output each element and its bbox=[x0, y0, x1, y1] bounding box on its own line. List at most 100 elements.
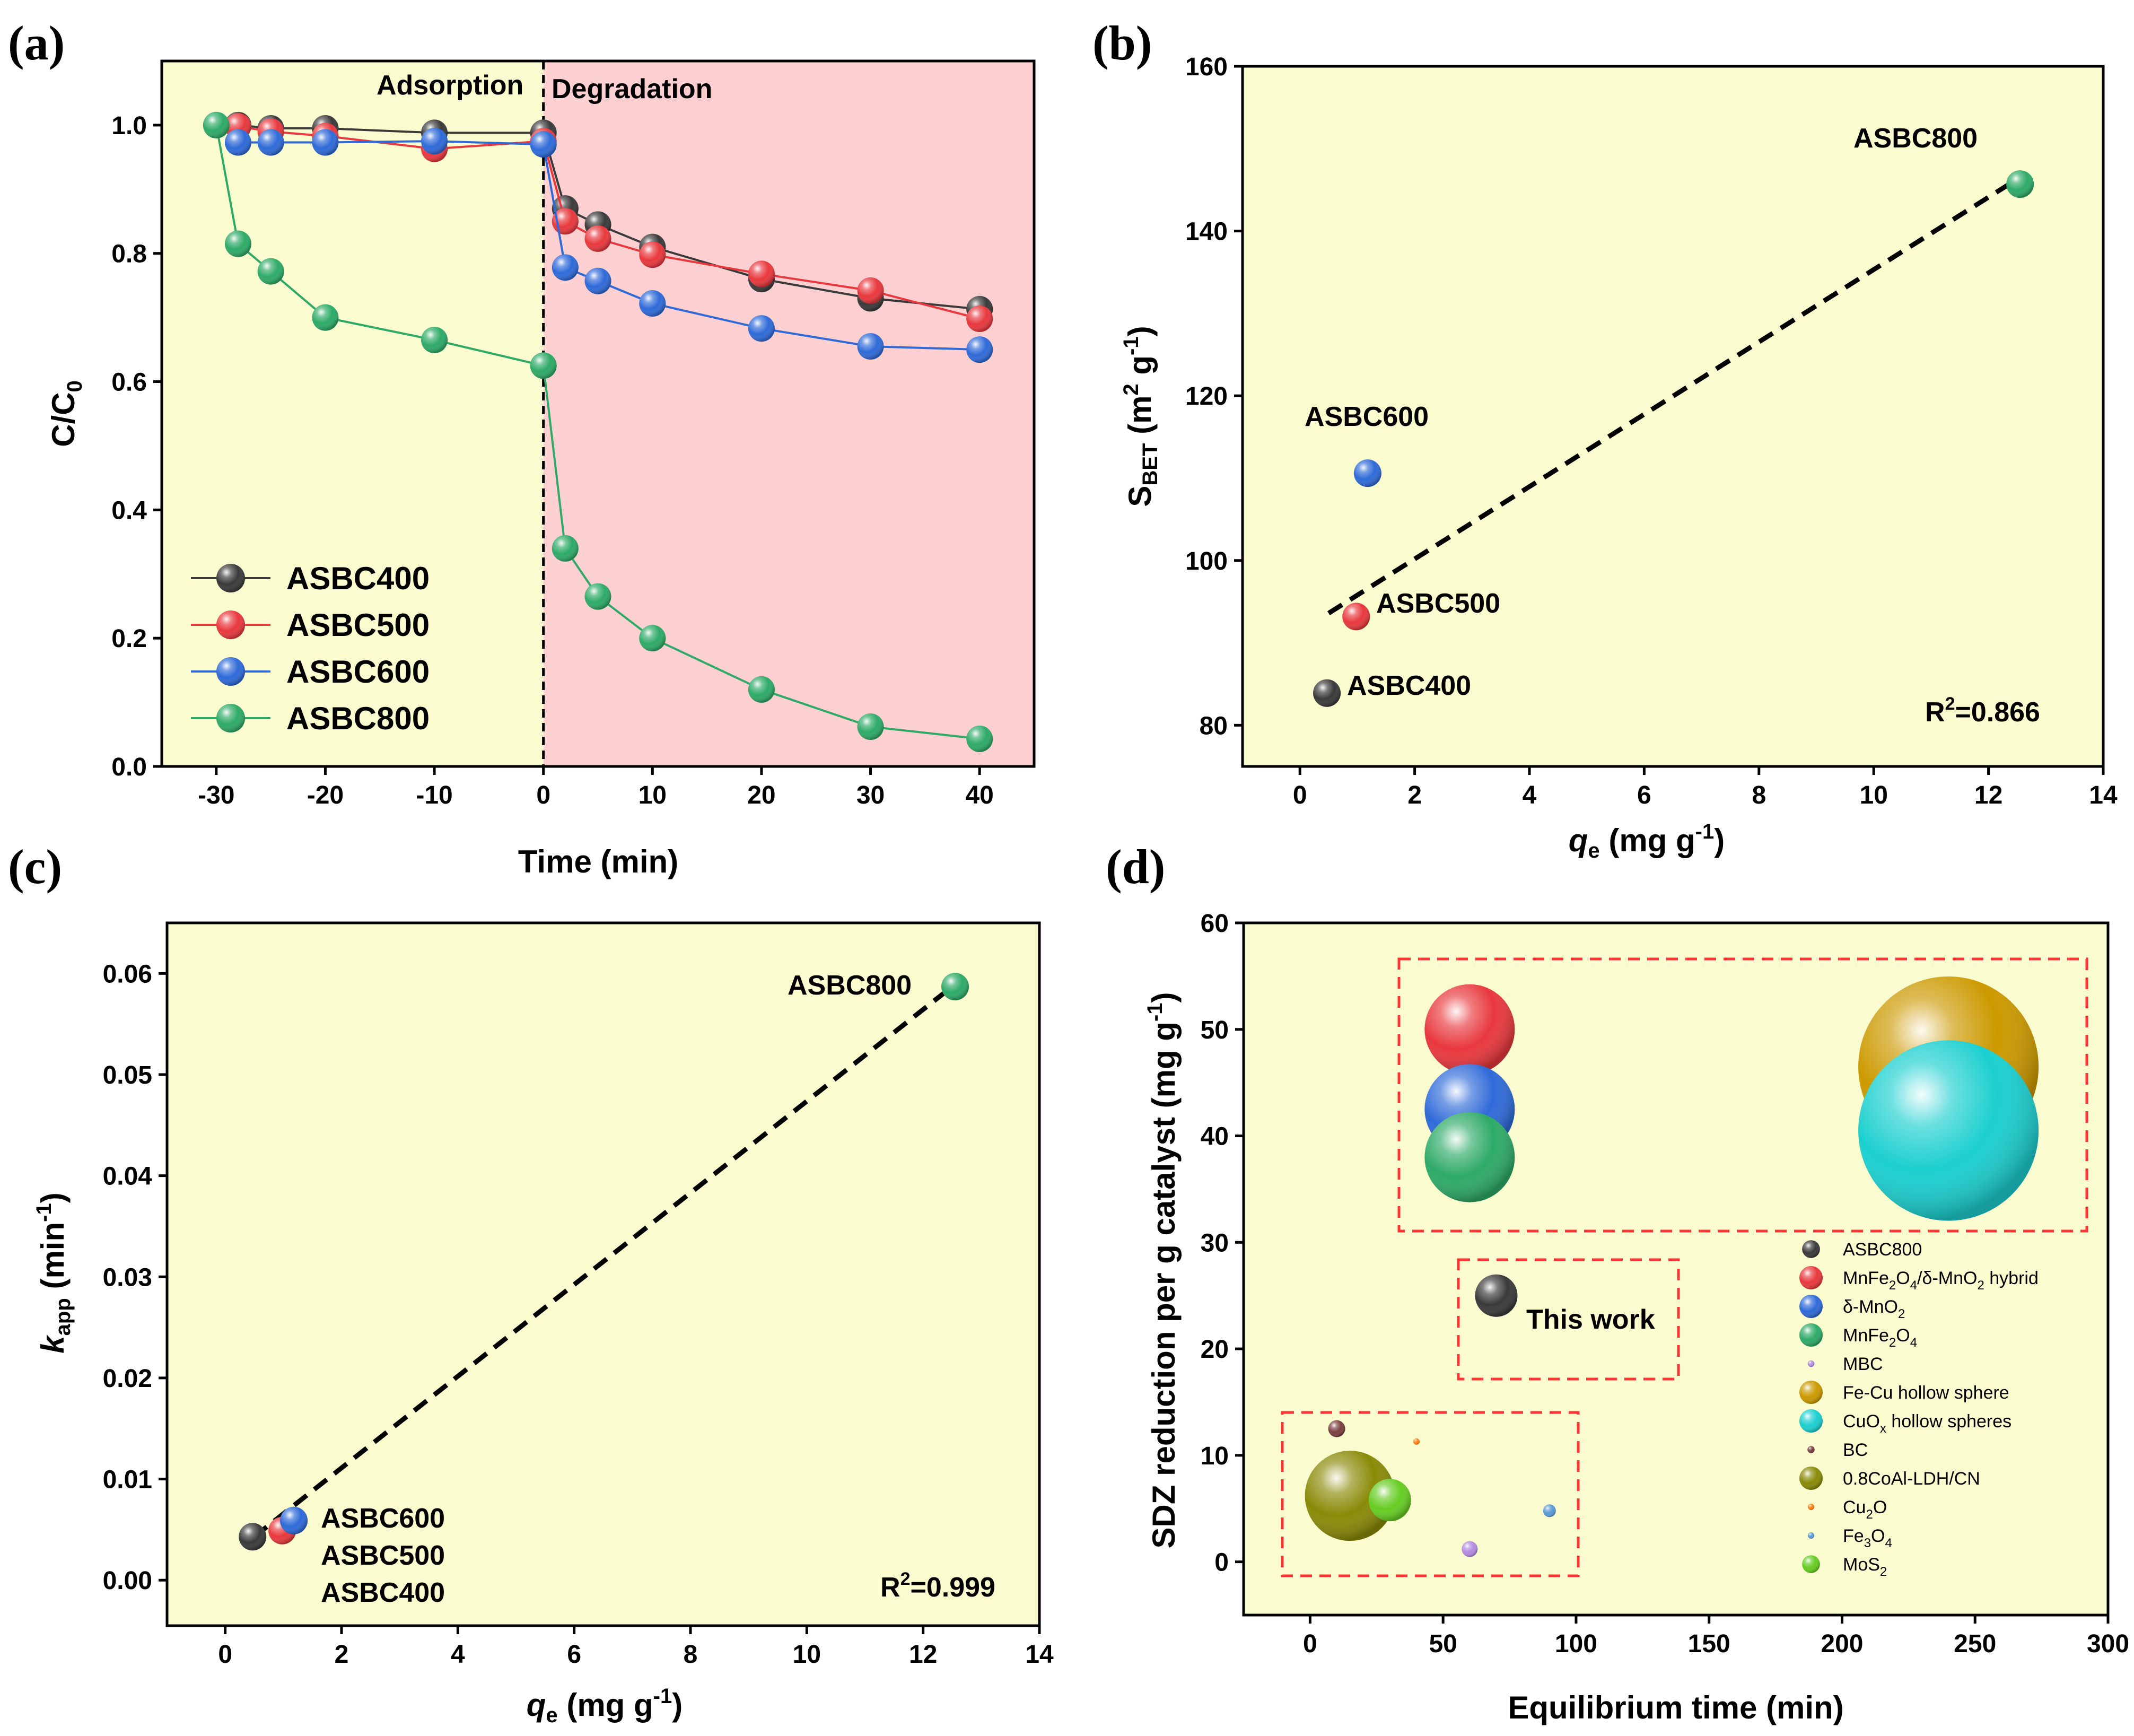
legend-a-asbc600-marker bbox=[216, 657, 245, 686]
legend-d-cu2o-label-part-2: O bbox=[1873, 1497, 1887, 1517]
x-label-b-unit: (mg g bbox=[1600, 823, 1695, 858]
series-asbc600-point-5 bbox=[552, 254, 579, 281]
series-asbc600-point-6 bbox=[584, 267, 611, 294]
series-asbc600-point-3-shine bbox=[421, 128, 448, 155]
r2-label-b: R2=0.866 bbox=[1925, 694, 2040, 728]
a-xtick-label-7: 40 bbox=[965, 781, 993, 809]
d-xtick-label-2: 100 bbox=[1555, 1630, 1597, 1658]
ticks-c: 0 2 4 6 8 10 12 14 0.00 0.01 0.02 0.03 0.04 0.05 0.06 bbox=[103, 960, 1054, 1669]
point-b-asbc800 bbox=[2006, 170, 2034, 198]
y-label-b-sup1: 2 bbox=[1120, 383, 1143, 395]
fit-line-c bbox=[252, 984, 954, 1539]
point-b-asbc500 bbox=[1342, 603, 1370, 631]
x-label-c-close: ) bbox=[672, 1687, 683, 1723]
series-asbc800-point-10 bbox=[857, 713, 884, 740]
legend-d-fe-cu-hollow-sphere-label-part-0: Fe-Cu hollow sphere bbox=[1843, 1383, 2009, 1403]
bubble-mbc bbox=[1462, 1541, 1478, 1557]
y-label-c-sup: -1 bbox=[32, 1203, 56, 1222]
legend-d-mnfe2o4-label-part-3: 4 bbox=[1910, 1336, 1917, 1350]
series-asbc600-point-5-shine bbox=[552, 254, 579, 281]
series-asbc800-point-5 bbox=[530, 352, 557, 379]
a-ytick-label-0: 0.0 bbox=[111, 753, 147, 781]
legend-d-mno2-label-part-0: δ-MnO bbox=[1843, 1297, 1898, 1317]
legend-d-cu2o-label-part-1: 2 bbox=[1866, 1507, 1873, 1522]
y-label-c-var: k bbox=[35, 1334, 71, 1354]
bubble-0-8coal-ldh-cn bbox=[1305, 1451, 1395, 1541]
legend-d-mos2-label-part-1: 2 bbox=[1880, 1565, 1887, 1579]
legend-d-cuox-hollow-spheres-label: CuOx hollow spheres bbox=[1843, 1411, 2011, 1436]
y-label-b-unit: (m bbox=[1122, 396, 1158, 443]
y-axis-label-a-main: C/C bbox=[46, 392, 81, 447]
legend-d-mbc-label: MBC bbox=[1843, 1354, 1883, 1374]
series-asbc800-point-4-shine bbox=[421, 326, 448, 353]
r2-label-c: R2=0.999 bbox=[880, 1569, 995, 1603]
y-label-d-main: SDZ reduction per g catalyst (mg g bbox=[1146, 1022, 1182, 1549]
series-asbc800-point-1-shine bbox=[224, 230, 251, 257]
series-asbc500-point-8 bbox=[748, 260, 775, 287]
series-asbc800-point-7-shine bbox=[584, 583, 611, 610]
series-asbc600-point-8 bbox=[748, 315, 775, 342]
legend-d-fe3o4-label: Fe3O4 bbox=[1843, 1526, 1892, 1550]
b-xtick-label-1: 2 bbox=[1407, 781, 1422, 809]
d-xtick-label-1: 50 bbox=[1429, 1630, 1457, 1658]
legend-d-mnfe2o4-mno2-hybrid-label-part-3: 4 bbox=[1910, 1278, 1917, 1293]
series-asbc600-point-1-shine bbox=[257, 129, 284, 156]
c-ytick-label-5: 0.05 bbox=[103, 1061, 152, 1089]
legend-d-mno2-label-part-1: 2 bbox=[1898, 1307, 1905, 1321]
r2-c-r: R bbox=[880, 1572, 900, 1603]
highlight-box-this-work bbox=[1457, 1258, 1680, 1381]
highlight-box-top bbox=[1397, 957, 2088, 1233]
x-axis-label-a: Time (min) bbox=[518, 844, 678, 879]
a-ytick-label-3: 0.6 bbox=[111, 369, 147, 397]
bubble-mnfe2o4-mno2-hybrid bbox=[1424, 984, 1515, 1075]
series-asbc600-point-1 bbox=[257, 129, 284, 156]
d-ytick-label-1: 10 bbox=[1201, 1442, 1229, 1470]
legend-d-fe-cu-hollow-sphere-label: Fe-Cu hollow sphere bbox=[1843, 1383, 2009, 1403]
legend-d-mnfe2o4-mno2-hybrid-marker bbox=[1799, 1266, 1823, 1289]
b-xtick-label-0: 0 bbox=[1293, 781, 1307, 809]
series-asbc800-point-3-shine bbox=[312, 304, 339, 331]
legend-d-cuox-hollow-spheres-marker-shine bbox=[1799, 1409, 1823, 1433]
legend-a: ASBC400 ASBC500 ASBC600 ASBC800 bbox=[191, 561, 430, 736]
series-asbc800-point-5-shine bbox=[530, 352, 557, 379]
ticks-b: 0 2 4 6 8 10 12 14 80 100 120 140 160 bbox=[1185, 53, 2118, 809]
legend-d-mos2-marker-shine bbox=[1802, 1555, 1820, 1573]
chart-a: -30 -20 -10 0 10 20 30 40 0.0 0.2 0.4 0.6 0.8 1.0 Ads… bbox=[46, 59, 1036, 879]
series-asbc600-point-4-shine bbox=[530, 131, 557, 158]
point-b-asbc600-shine bbox=[1353, 459, 1381, 487]
bubble-bc-shine bbox=[1328, 1420, 1345, 1437]
y-label-c-close: ) bbox=[35, 1192, 71, 1203]
legend-d-mbc-label-part-0: MBC bbox=[1843, 1354, 1883, 1374]
point-label-b-asbc600: ASBC600 bbox=[1305, 402, 1429, 432]
c-xtick-label-0: 0 bbox=[218, 1641, 232, 1669]
legend-d-mno2-label: δ-MnO2 bbox=[1843, 1297, 1905, 1321]
region-label-degradation: Degradation bbox=[552, 74, 712, 104]
bubbles-d bbox=[1305, 976, 2039, 1557]
series-asbc500-point-10-shine bbox=[966, 306, 993, 333]
c-xtick-label-7: 14 bbox=[1025, 1641, 1054, 1669]
region-label-adsorption: Adsorption bbox=[377, 70, 523, 101]
series-asbc800-point-6-shine bbox=[552, 535, 579, 562]
legend-d-mnfe2o4-mno2-hybrid-label-part-4: /δ-MnO bbox=[1917, 1268, 1977, 1288]
y-label-b-sup2: -1 bbox=[1120, 336, 1143, 355]
point-c-asbc800 bbox=[941, 973, 969, 1001]
legend-d-mnfe2o4-mno2-hybrid-marker-shine bbox=[1799, 1266, 1823, 1289]
bubble-cu2o bbox=[1413, 1438, 1420, 1445]
y-axis-label-a: C/C0 bbox=[46, 380, 86, 447]
series-asbc600-point-4 bbox=[530, 131, 557, 158]
point-b-asbc600 bbox=[1353, 459, 1381, 487]
b-xtick-label-3: 6 bbox=[1637, 781, 1651, 809]
legend-d-cu2o-marker bbox=[1808, 1504, 1814, 1510]
b-ytick-label-0: 80 bbox=[1200, 712, 1228, 740]
y-axis-label-d: SDZ reduction per g catalyst (mg g-1) bbox=[1143, 992, 1182, 1548]
series-asbc800-point-3 bbox=[312, 304, 339, 331]
a-xtick-label-5: 20 bbox=[747, 781, 775, 809]
legend-d-mnfe2o4-mno2-hybrid-label-part-5: 2 bbox=[1977, 1278, 1984, 1293]
b-xtick-label-2: 4 bbox=[1523, 781, 1537, 809]
y-label-c-unit: (min bbox=[35, 1222, 71, 1298]
legend-d-mbc-marker bbox=[1807, 1360, 1815, 1367]
bubble-mnfe2o4-shine bbox=[1424, 1112, 1515, 1202]
legend-d-mnfe2o4-label-part-2: O bbox=[1896, 1325, 1910, 1346]
